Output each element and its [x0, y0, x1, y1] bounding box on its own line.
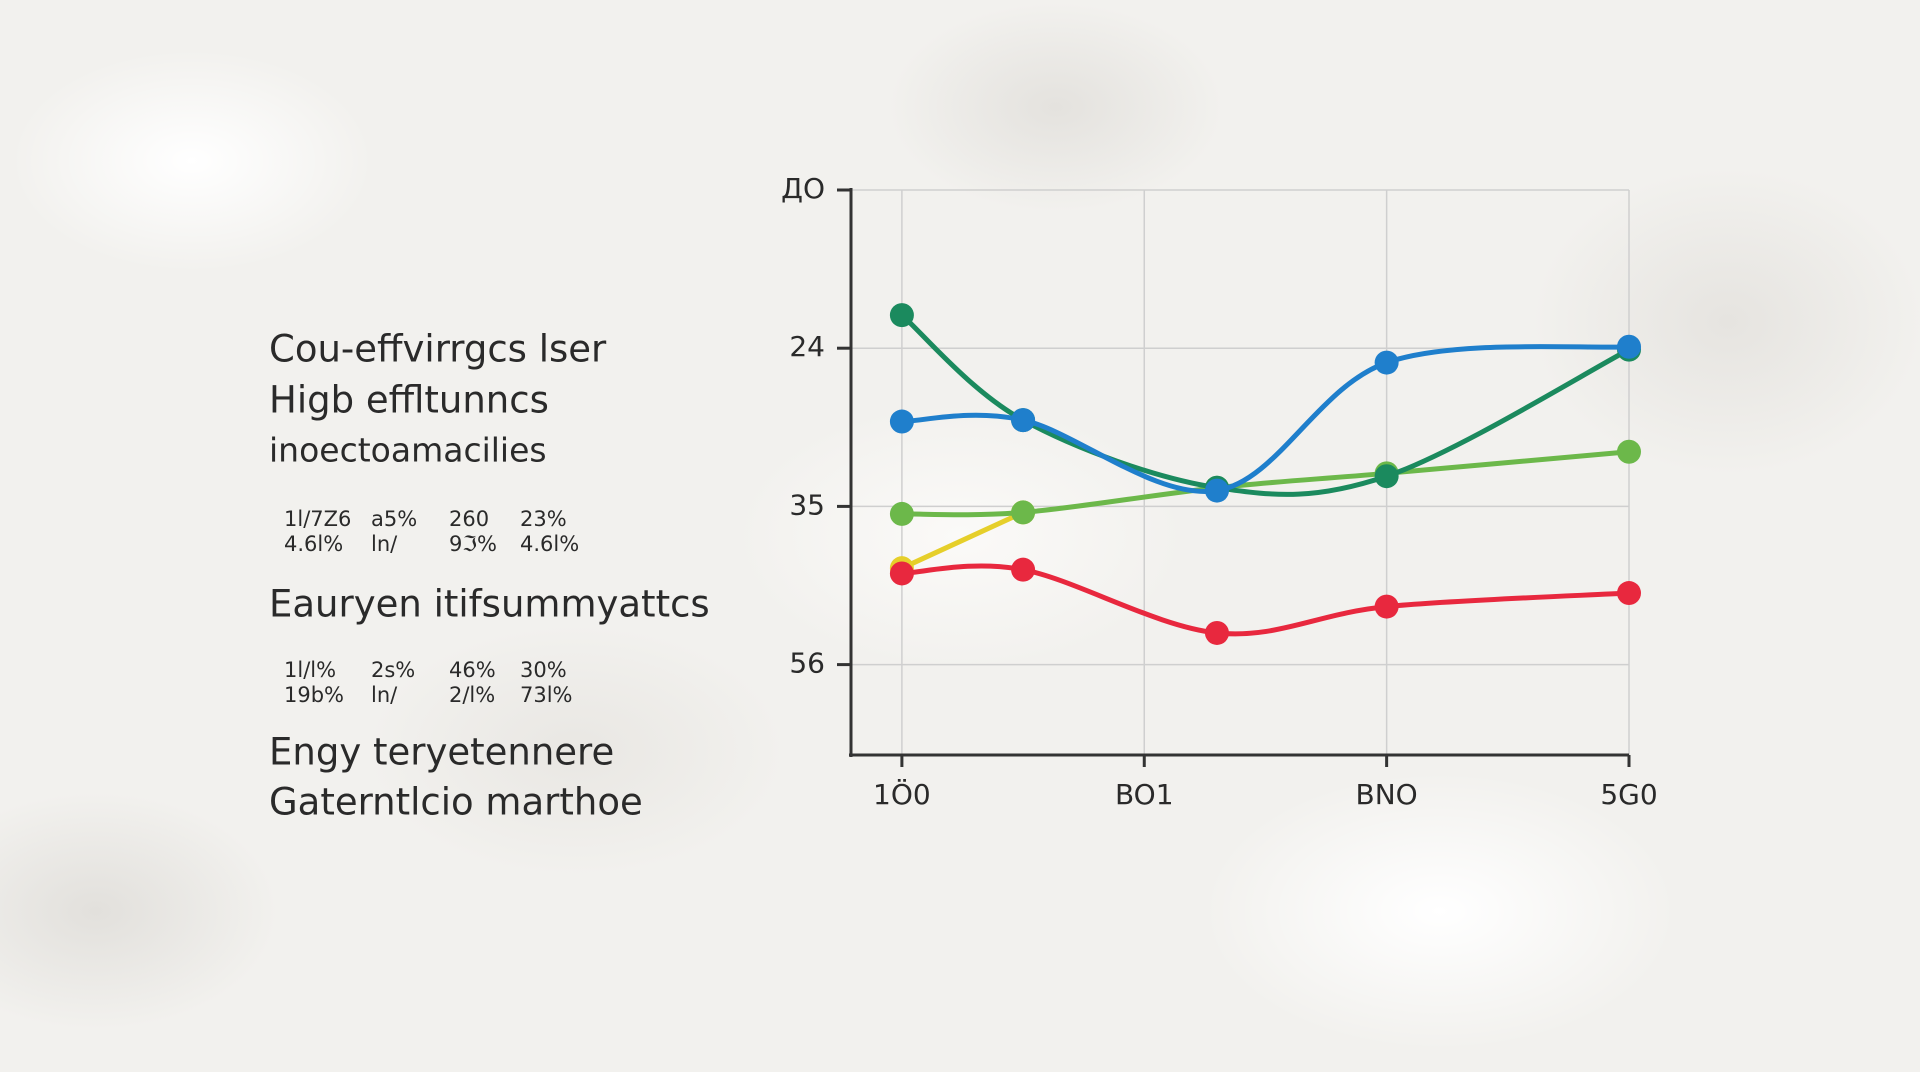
y-tick-label: 56	[789, 647, 825, 680]
x-tick-label: BNO	[1356, 778, 1418, 811]
text-panel: Cou-effvirrgcs lser Higb effltunncs inoe…	[269, 328, 710, 824]
point	[889, 561, 914, 586]
x-tick-label: 1Ö0	[873, 777, 931, 811]
series-line	[899, 509, 1026, 571]
y-tick-label: ДО	[781, 172, 825, 205]
point	[1011, 408, 1036, 433]
stat: 46%	[449, 658, 496, 682]
point	[1374, 464, 1399, 489]
point	[1204, 478, 1229, 503]
stat: 4.6l%	[520, 532, 579, 556]
stat: ln/	[371, 683, 398, 707]
stat: 2s%	[371, 658, 415, 682]
heading: Eauryen itifsummyattcs	[269, 583, 710, 626]
stat: ln/	[371, 532, 398, 556]
y-tick-label: 35	[789, 488, 825, 521]
stat: a5%	[371, 507, 417, 531]
series-line	[899, 449, 1632, 518]
y-tick-label: 24	[789, 330, 825, 363]
chart: ДО 24 35 56 1Ö0 BO1 BNO 5G0	[781, 172, 1658, 811]
point	[1617, 581, 1641, 606]
stat: 4.6l%	[284, 532, 343, 556]
footer-line: Gaterntlcio marthoe	[269, 781, 643, 824]
point	[1374, 594, 1399, 619]
stat: 1l/l%	[284, 658, 336, 682]
headline: Cou-effvirrgcs lser	[269, 328, 607, 371]
stat: 9ℑ%	[449, 532, 497, 556]
point	[889, 501, 914, 526]
point	[1011, 500, 1036, 525]
point	[1011, 557, 1036, 582]
point	[1374, 350, 1399, 375]
stat: 260	[449, 507, 489, 531]
stat: 19b%	[284, 683, 344, 707]
subline: inoectoamacilies	[269, 431, 547, 470]
stat: 23%	[520, 507, 567, 531]
x-tick-label: 5G0	[1600, 778, 1657, 811]
series-line	[899, 563, 1632, 637]
stat: 1l/7Z6	[284, 507, 351, 531]
headline: Higb effltunncs	[269, 379, 549, 422]
point	[1617, 334, 1641, 359]
stat: 73l%	[520, 683, 573, 707]
point	[1617, 439, 1641, 464]
point	[889, 303, 914, 328]
footer-line: Engy teryetennere	[269, 731, 614, 774]
point	[889, 409, 914, 434]
x-tick-label: BO1	[1115, 778, 1174, 811]
series-line	[899, 344, 1632, 494]
point	[1204, 620, 1229, 645]
stat: 2/l%	[449, 683, 495, 707]
stat: 30%	[520, 658, 567, 682]
